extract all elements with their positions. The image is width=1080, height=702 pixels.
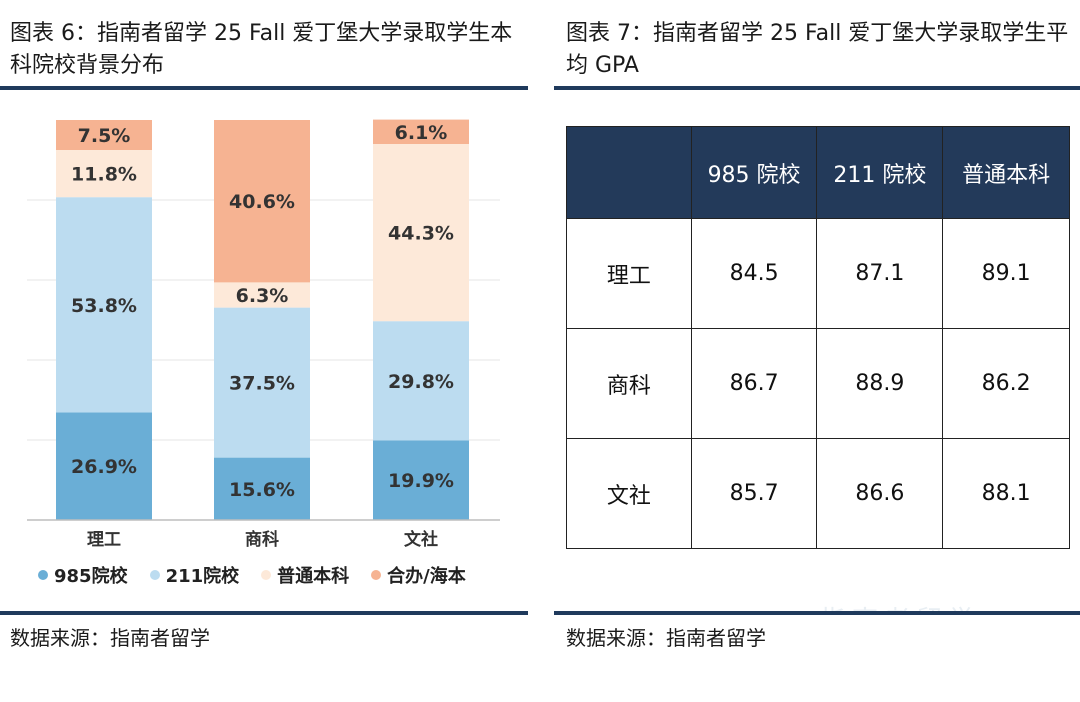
legend-swatch-211	[149, 570, 160, 580]
right-title-divider	[554, 86, 1080, 90]
table-row-label: 商科	[566, 328, 692, 439]
watermark-text: 指南者留学	[820, 600, 980, 612]
x-tick-label: 商科	[245, 529, 279, 550]
right-footer-divider	[554, 611, 1080, 615]
legend-item-joint: 合办/海本	[371, 562, 466, 588]
bar-segment	[214, 307, 310, 458]
table-row: 文社 85.7 86.6 88.1	[566, 438, 1070, 549]
table-row-label: 文社	[566, 438, 692, 549]
table-cell: 88.1	[942, 438, 1070, 549]
legend-swatch-985	[38, 570, 48, 580]
right-table-title: 图表 7：指南者留学 25 Fall 爱丁堡大学录取学生平均 GPA	[566, 21, 1069, 78]
bar-segment	[56, 120, 152, 150]
legend-item-985: 985院校	[38, 562, 128, 588]
legend-label-985: 985院校	[54, 566, 128, 587]
data-label: 6.1%	[395, 122, 448, 144]
x-tick-label: 文社	[404, 529, 438, 550]
table-cell: 86.6	[816, 438, 944, 549]
table-header-211: 211 院校	[816, 126, 944, 219]
data-label: 7.5%	[78, 125, 131, 147]
data-label: 40.6%	[229, 191, 295, 213]
table-header-985: 985 院校	[690, 126, 818, 219]
table-cell: 87.1	[816, 218, 944, 329]
left-chart-title: 图表 6：指南者留学 25 Fall 爱丁堡大学录取学生本科院校背景分布	[10, 21, 513, 78]
table-cell: 86.7	[690, 328, 818, 439]
left-footer-divider	[0, 611, 528, 615]
table-header-corner	[566, 126, 692, 219]
data-label: 19.9%	[388, 470, 454, 492]
bar-segment	[373, 321, 469, 441]
legend-label-regular: 普通本科	[277, 566, 350, 587]
data-label: 15.6%	[229, 479, 295, 501]
bar-segment	[214, 120, 310, 283]
table-cell: 88.9	[816, 328, 944, 439]
table-row: 商科 86.7 88.9 86.2	[566, 328, 1070, 439]
table-cell: 84.5	[690, 218, 818, 329]
bar-segment	[214, 457, 310, 520]
bar-segment	[56, 412, 152, 520]
legend-item-regular: 普通本科	[261, 562, 349, 588]
gpa-table: 985 院校 211 院校 普通本科 理工 84.5 87.1 89.1 商科 …	[566, 126, 1070, 549]
table-row-label: 理工	[566, 218, 692, 329]
table-cell: 89.1	[942, 218, 1070, 329]
bar-segment	[373, 119, 469, 144]
bar-segment	[214, 282, 310, 308]
right-source-note: 数据来源：指南者留学	[566, 626, 766, 650]
data-label: 44.3%	[388, 223, 454, 245]
bar-segment	[373, 440, 469, 520]
data-label: 37.5%	[229, 373, 295, 395]
bar-segment	[56, 150, 152, 198]
data-label: 11.8%	[71, 164, 137, 186]
data-label: 26.9%	[71, 456, 137, 478]
table-header-row: 985 院校 211 院校 普通本科	[566, 126, 1070, 219]
stacked-bar-chart: 26.9% 53.8% 11.8% 7.5% 理工 15.6% 37.5% 6.3% 40.6%…	[27, 119, 500, 550]
legend-label-211: 211院校	[165, 566, 240, 587]
legend-swatch-regular	[261, 570, 272, 580]
x-tick-label: 理工	[87, 530, 121, 550]
bar-segment	[56, 197, 152, 413]
left-source-note: 数据来源：指南者留学	[10, 626, 210, 650]
table-row: 理工 84.5 87.1 89.1	[566, 218, 1070, 329]
table-cell: 85.7	[690, 438, 818, 549]
legend-swatch-joint	[371, 570, 382, 580]
bar-segment	[373, 144, 469, 322]
table-header-regular: 普通本科	[942, 126, 1070, 219]
chart-legend: 985院校 211院校 普通本科 合办/海本	[38, 562, 466, 588]
left-title-divider	[0, 86, 528, 90]
data-label: 6.3%	[236, 285, 289, 307]
table-cell: 86.2	[942, 328, 1070, 439]
legend-item-211: 211院校	[149, 562, 240, 588]
data-label: 53.8%	[71, 295, 137, 317]
legend-label-joint: 合办/海本	[387, 566, 466, 587]
data-label: 29.8%	[388, 371, 454, 393]
